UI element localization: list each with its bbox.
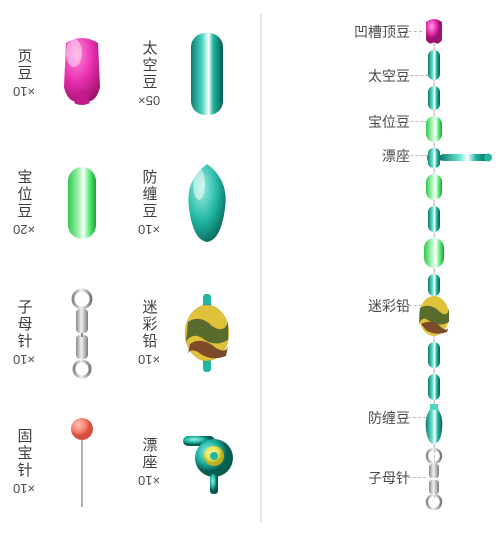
- item-space-bean: 太空豆 05×: [135, 18, 256, 130]
- item-qty: ×10: [13, 352, 35, 367]
- position-bean-icon: [42, 153, 122, 253]
- item-position-bean: 宝位豆 ×20: [10, 148, 131, 260]
- item-qty: ×10: [13, 84, 35, 99]
- item-qty: ×20: [13, 222, 35, 237]
- item-swivel: 子母针 ×10: [10, 277, 131, 389]
- rig-diagram: 凹槽顶豆 太空豆 宝位豆 漂座 迷彩铅 防缠豆 子母针: [262, 0, 500, 536]
- swivel-icon: [42, 283, 122, 383]
- item-label: 固宝针: [17, 428, 32, 479]
- page-bean-icon: [42, 24, 122, 124]
- float-seat-icon: [167, 412, 247, 512]
- item-label: 防缠豆: [142, 169, 157, 220]
- item-fix-pin: 固宝针 ×10: [10, 407, 131, 519]
- item-camo-sinker: 迷彩铅 ×10: [135, 277, 256, 389]
- fix-pin-icon: [42, 412, 122, 512]
- tangle-bean-icon: [167, 153, 247, 253]
- item-qty: ×10: [13, 481, 35, 496]
- item-qty: ×10: [138, 352, 160, 367]
- item-qty: ×10: [138, 473, 160, 488]
- item-tangle-bean: 防缠豆 ×10: [135, 148, 256, 260]
- item-label: 页豆: [17, 48, 32, 82]
- inventory-grid: 页豆 ×10: [0, 0, 260, 536]
- item-page-bean: 页豆 ×10: [10, 18, 131, 130]
- item-label: 漂座: [142, 437, 157, 471]
- space-bean-icon: [167, 24, 247, 124]
- item-float-seat: 漂座 ×10: [135, 407, 256, 519]
- item-label: 太空豆: [142, 40, 157, 91]
- rig-assembly-icon: [262, 12, 492, 512]
- item-label: 宝位豆: [17, 169, 32, 220]
- item-qty: ×10: [138, 222, 160, 237]
- item-label: 迷彩铅: [142, 299, 157, 350]
- camo-sinker-icon: [167, 283, 247, 383]
- item-qty: 05×: [138, 93, 160, 108]
- item-label: 子母针: [17, 299, 32, 350]
